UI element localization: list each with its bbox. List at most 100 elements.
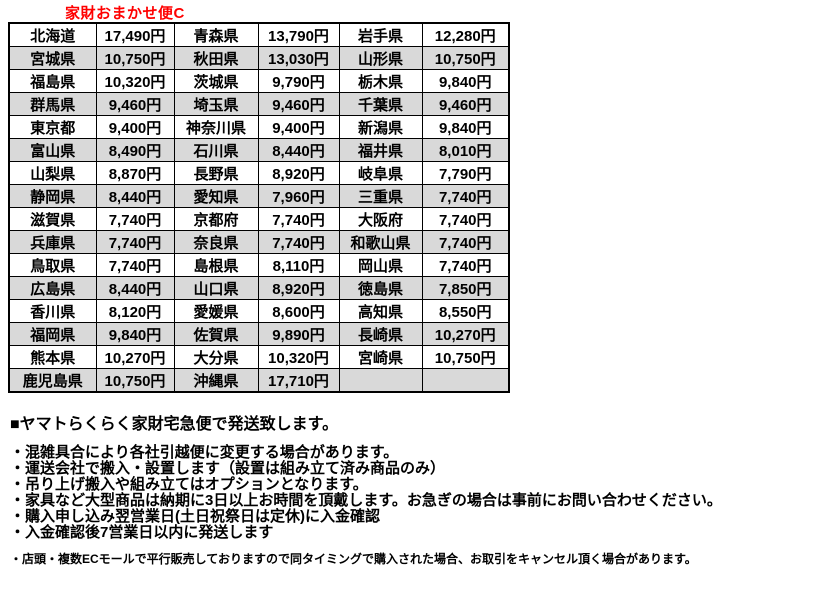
- price-cell: 7,740円: [257, 230, 340, 254]
- prefecture-cell: 島根県: [173, 253, 259, 277]
- price-cell: 7,740円: [421, 184, 510, 208]
- price-cell: 7,740円: [421, 253, 510, 277]
- price-cell: 13,790円: [257, 22, 340, 47]
- notes-bullet: ・入金確認後7営業日以内に発送します: [10, 524, 274, 541]
- prefecture-cell: 沖縄県: [173, 368, 259, 393]
- prefecture-cell: 神奈川県: [173, 115, 259, 139]
- table-row: 富山県 8,490円 石川県 8,440円 福井県 8,010円: [8, 138, 510, 162]
- prefecture-cell: 栃木県: [338, 69, 423, 93]
- price-cell: 9,840円: [421, 69, 510, 93]
- prefecture-cell: 長野県: [173, 161, 259, 185]
- price-cell: 7,740円: [95, 230, 175, 254]
- price-cell: 12,280円: [421, 22, 510, 47]
- prefecture-cell: 三重県: [338, 184, 423, 208]
- prefecture-cell: 鳥取県: [8, 253, 97, 277]
- prefecture-cell: 埼玉県: [173, 92, 259, 116]
- table-row: 滋賀県 7,740円 京都府 7,740円 大阪府 7,740円: [8, 207, 510, 231]
- prefecture-cell: 徳島県: [338, 276, 423, 300]
- prefecture-cell: 新潟県: [338, 115, 423, 139]
- prefecture-cell: 茨城県: [173, 69, 259, 93]
- table-row: 静岡県 8,440円 愛知県 7,960円 三重県 7,740円: [8, 184, 510, 208]
- table-row: 群馬県 9,460円 埼玉県 9,460円 千葉県 9,460円: [8, 92, 510, 116]
- prefecture-cell: 福井県: [338, 138, 423, 162]
- price-cell: 8,010円: [421, 138, 510, 162]
- shipping-plan-title: 家財おまかせ便C: [65, 5, 185, 22]
- prefecture-cell: [338, 368, 423, 393]
- prefecture-cell: 静岡県: [8, 184, 97, 208]
- prefecture-cell: 石川県: [173, 138, 259, 162]
- prefecture-cell: 長崎県: [338, 322, 423, 346]
- price-cell: 8,440円: [95, 276, 175, 300]
- prefecture-cell: 岡山県: [338, 253, 423, 277]
- price-cell: 7,740円: [421, 230, 510, 254]
- table-row: 宮城県 10,750円 秋田県 13,030円 山形県 10,750円: [8, 46, 510, 70]
- prefecture-cell: 山形県: [338, 46, 423, 70]
- prefecture-cell: 愛知県: [173, 184, 259, 208]
- table-row: 兵庫県 7,740円 奈良県 7,740円 和歌山県 7,740円: [8, 230, 510, 254]
- price-cell: [421, 368, 510, 393]
- price-cell: 8,920円: [257, 161, 340, 185]
- prefecture-cell: 秋田県: [173, 46, 259, 70]
- notes-bullet: ・購入申し込み翌営業日(土日祝祭日は定休)に入金確認: [10, 508, 380, 525]
- price-cell: 9,840円: [95, 322, 175, 346]
- price-cell: 10,750円: [421, 345, 510, 369]
- prefecture-cell: 宮城県: [8, 46, 97, 70]
- price-cell: 10,750円: [95, 368, 175, 393]
- price-cell: 7,740円: [421, 207, 510, 231]
- price-cell: 7,740円: [257, 207, 340, 231]
- prefecture-cell: 東京都: [8, 115, 97, 139]
- prefecture-cell: 大阪府: [338, 207, 423, 231]
- prefecture-cell: 愛媛県: [173, 299, 259, 323]
- prefecture-cell: 群馬県: [8, 92, 97, 116]
- prefecture-cell: 福島県: [8, 69, 97, 93]
- notes-bullet-list: ・混雑具合により各社引越便に変更する場合があります。 ・運送会社で搬入・設置します…: [10, 445, 815, 541]
- table-row: 東京都 9,400円 神奈川県 9,400円 新潟県 9,840円: [8, 115, 510, 139]
- price-cell: 8,110円: [257, 253, 340, 277]
- price-cell: 10,270円: [95, 345, 175, 369]
- price-cell: 10,750円: [421, 46, 510, 70]
- table-row: 香川県 8,120円 愛媛県 8,600円 高知県 8,550円: [8, 299, 510, 323]
- prefecture-cell: 福岡県: [8, 322, 97, 346]
- prefecture-cell: 和歌山県: [338, 230, 423, 254]
- price-cell: 8,120円: [95, 299, 175, 323]
- prefecture-cell: 兵庫県: [8, 230, 97, 254]
- price-cell: 8,490円: [95, 138, 175, 162]
- prefecture-cell: 奈良県: [173, 230, 259, 254]
- prefecture-cell: 高知県: [338, 299, 423, 323]
- price-cell: 17,710円: [257, 368, 340, 393]
- table-row: 山梨県 8,870円 長野県 8,920円 岐阜県 7,790円: [8, 161, 510, 185]
- price-cell: 9,460円: [257, 92, 340, 116]
- prefecture-cell: 佐賀県: [173, 322, 259, 346]
- table-row: 北海道 17,490円 青森県 13,790円 岩手県 12,280円: [8, 22, 510, 47]
- prefecture-cell: 山梨県: [8, 161, 97, 185]
- price-cell: 9,790円: [257, 69, 340, 93]
- shipping-notes-section: ■ヤマトらくらく家財宅急便で発送致します。 ・混雑具合により各社引越便に変更する…: [10, 416, 815, 566]
- notes-bullet: ・吊り上げ搬入や組み立てはオプションとなります。: [10, 476, 368, 493]
- price-cell: 13,030円: [257, 46, 340, 70]
- table-row: 広島県 8,440円 山口県 8,920円 徳島県 7,850円: [8, 276, 510, 300]
- price-cell: 7,960円: [257, 184, 340, 208]
- shipping-fee-table: 北海道 17,490円 青森県 13,790円 岩手県 12,280円 宮城県 10,750円…: [8, 22, 510, 393]
- price-cell: 9,460円: [95, 92, 175, 116]
- prefecture-cell: 宮崎県: [338, 345, 423, 369]
- notes-heading: ■ヤマトらくらく家財宅急便で発送致します。: [10, 416, 339, 433]
- notes-bullet: ・運送会社で搬入・設置します（設置は組み立て済み商品のみ）: [10, 460, 446, 477]
- price-cell: 9,400円: [95, 115, 175, 139]
- prefecture-cell: 熊本県: [8, 345, 97, 369]
- prefecture-cell: 鹿児島県: [8, 368, 97, 393]
- price-cell: 8,550円: [421, 299, 510, 323]
- notes-small-note: ・店頭・複数ECモールで平行販売しておりますので同タイミングで購入された場合、お…: [10, 552, 697, 566]
- prefecture-cell: 岐阜県: [338, 161, 423, 185]
- prefecture-cell: 滋賀県: [8, 207, 97, 231]
- prefecture-cell: 京都府: [173, 207, 259, 231]
- price-cell: 8,600円: [257, 299, 340, 323]
- table-row: 鳥取県 7,740円 島根県 8,110円 岡山県 7,740円: [8, 253, 510, 277]
- price-cell: 8,920円: [257, 276, 340, 300]
- price-cell: 9,400円: [257, 115, 340, 139]
- table-row: 熊本県 10,270円 大分県 10,320円 宮崎県 10,750円: [8, 345, 510, 369]
- price-cell: 8,870円: [95, 161, 175, 185]
- price-cell: 7,850円: [421, 276, 510, 300]
- price-cell: 17,490円: [95, 22, 175, 47]
- prefecture-cell: 富山県: [8, 138, 97, 162]
- price-cell: 7,740円: [95, 253, 175, 277]
